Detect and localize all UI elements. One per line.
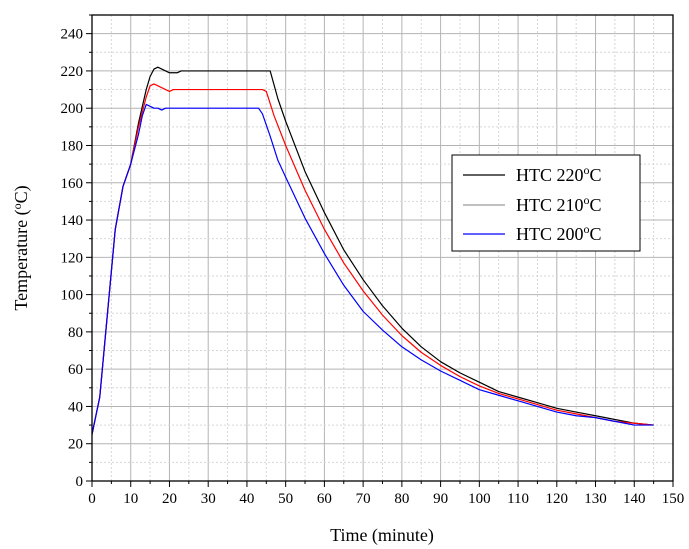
- legend-label-htc-210: HTC 210oC: [516, 193, 602, 215]
- x-tick-label: 90: [433, 491, 448, 507]
- x-tick-label: 130: [584, 491, 607, 507]
- legend-label-htc-220: HTC 220oC: [516, 163, 602, 185]
- x-tick-label: 80: [394, 491, 409, 507]
- series-line-htc-200: [91, 103, 654, 435]
- y-tick-label: 20: [68, 437, 83, 453]
- legend: HTC 220oC HTC 210oC HTC 200oC: [451, 154, 641, 252]
- x-tick-label: 150: [662, 491, 685, 507]
- y-axis-title-group: Temperature (oC): [10, 185, 32, 310]
- y-tick-label: 200: [61, 101, 84, 117]
- series-line-htc-210: [91, 83, 654, 435]
- y-tick-label: 60: [68, 362, 83, 378]
- x-tick-label: 0: [88, 491, 96, 507]
- axes: 0 10 20 30 40 50 60 70 80 90 100 110 120 130 140 150 0 20…: [61, 14, 685, 507]
- y-tick-label: 0: [76, 474, 84, 490]
- series-lines: [91, 66, 654, 435]
- y-tick-label: 80: [68, 325, 83, 341]
- x-tick-label: 140: [623, 491, 646, 507]
- y-tick-label: 240: [61, 27, 84, 43]
- x-tick-label: 50: [278, 491, 293, 507]
- legend-box: [451, 154, 641, 252]
- x-tick-label: 110: [507, 491, 529, 507]
- y-tick-label: 180: [61, 138, 84, 154]
- x-axis-title-group: Time (minute): [330, 525, 434, 546]
- x-axis-title: Time (minute): [330, 525, 434, 546]
- y-tick-label: 160: [61, 176, 84, 192]
- y-tick-label: 40: [68, 399, 83, 415]
- y-tick-label: 100: [61, 288, 84, 304]
- x-tick-label: 100: [468, 491, 491, 507]
- y-tick-label: 140: [61, 213, 84, 229]
- y-axis-title: Temperature (oC): [10, 185, 32, 310]
- x-tick-label: 70: [356, 491, 371, 507]
- series-line-htc-220: [91, 66, 654, 435]
- x-tick-label: 20: [162, 491, 177, 507]
- x-tick-label: 60: [317, 491, 332, 507]
- legend-label-htc-200: HTC 200oC: [516, 222, 602, 244]
- x-tick-label: 10: [123, 491, 138, 507]
- x-tick-label: 40: [239, 491, 254, 507]
- x-tick-label: 120: [546, 491, 569, 507]
- y-tick-label: 120: [61, 250, 84, 266]
- x-tick-label: 30: [201, 491, 216, 507]
- y-tick-label: 220: [61, 64, 84, 80]
